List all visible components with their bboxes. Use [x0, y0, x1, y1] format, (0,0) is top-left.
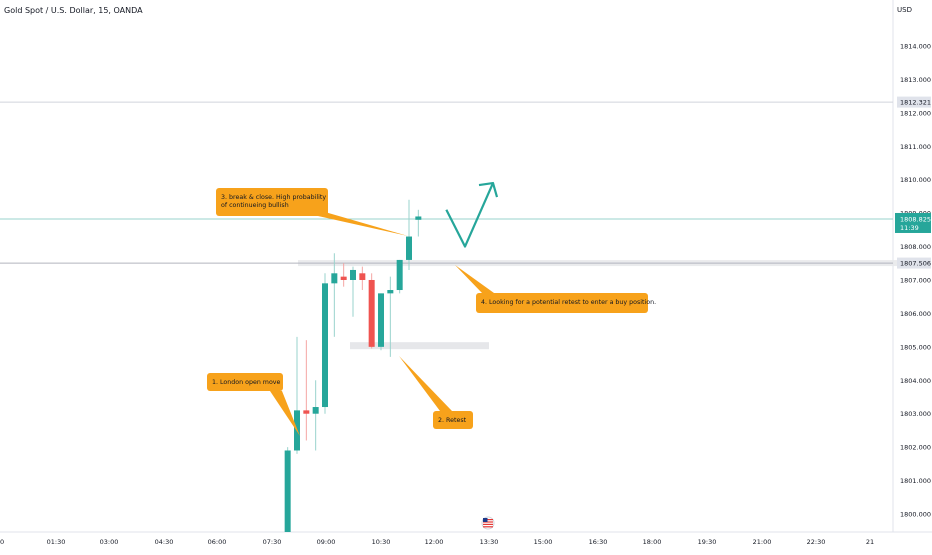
candle-body — [284, 450, 291, 532]
projection-arrow-head — [478, 181, 499, 198]
annotation-text: of continueing bullish — [221, 202, 289, 209]
candle[interactable] — [350, 266, 356, 317]
candle-body — [322, 283, 328, 408]
x-tick-label: 10:30 — [372, 538, 391, 546]
candle[interactable] — [312, 380, 319, 451]
candle[interactable] — [359, 266, 366, 291]
last-price-tag — [895, 212, 931, 233]
y-tick-label: 1810.000 — [900, 176, 931, 184]
y-tick-label: 1800.000 — [900, 511, 931, 519]
x-tick-label: 0 — [0, 538, 4, 546]
annotation-box — [207, 373, 283, 391]
x-tick-label: 13:30 — [480, 538, 499, 546]
candle[interactable] — [294, 336, 300, 454]
countdown-label: 11:39 — [900, 224, 919, 232]
candle-body — [368, 279, 375, 347]
candle-body — [350, 269, 356, 280]
x-tick-label: 01:30 — [47, 538, 66, 546]
annotation-pointer — [270, 391, 300, 436]
x-tick-label: 16:30 — [589, 538, 608, 546]
candle-body — [396, 259, 403, 291]
candle-body — [387, 290, 394, 294]
candle-body — [415, 216, 422, 220]
annotation-text: 1. London open move — [212, 379, 281, 386]
x-tick-label: 04:30 — [155, 538, 174, 546]
candle[interactable] — [322, 273, 328, 414]
x-tick-label: 12:00 — [425, 538, 444, 546]
x-tick-label: 18:00 — [643, 538, 662, 546]
x-tick-label: 15:00 — [534, 538, 553, 546]
x-tick-label: 19:30 — [698, 538, 717, 546]
candle[interactable] — [396, 259, 403, 294]
y-tick-label: 1805.000 — [900, 343, 931, 351]
candle[interactable] — [368, 273, 375, 349]
x-tick-label: 21:00 — [753, 538, 772, 546]
annotation-text: 4. Looking for a potential retest to ent… — [481, 299, 656, 306]
annotation-text: 2. Retest — [438, 417, 467, 424]
annotation-pointer — [455, 265, 494, 293]
y-tick-label: 1803.000 — [900, 410, 931, 418]
candle-body — [331, 273, 338, 284]
annotation-box — [433, 411, 473, 429]
candle-body — [378, 293, 384, 347]
annotation-box — [216, 188, 328, 216]
y-tick-label: 1814.000 — [900, 42, 931, 50]
y-tick-label: 1804.000 — [900, 377, 931, 385]
candle[interactable] — [331, 253, 338, 337]
candle[interactable] — [387, 276, 394, 357]
currency-label: USD — [897, 6, 912, 14]
y-tick-label: 1813.000 — [900, 76, 931, 84]
y-tick-label: 1806.000 — [900, 310, 931, 318]
y-tick-label: 1807.000 — [900, 276, 931, 284]
annotation-pointer — [318, 210, 408, 236]
resistance-price-tag — [897, 96, 931, 108]
candle-body — [312, 407, 319, 414]
y-tick-label: 1808.000 — [900, 243, 931, 251]
candle-body — [340, 276, 347, 280]
chart-title: Gold Spot / U.S. Dollar, 15, OANDA — [4, 6, 143, 15]
support-price-tag — [897, 257, 931, 269]
annotation-note2[interactable]: 2. Retest — [399, 356, 473, 429]
candle[interactable] — [406, 199, 412, 270]
x-tick-label: 09:00 — [317, 538, 336, 546]
y-tick-label: 1812.000 — [900, 109, 931, 117]
candle[interactable] — [303, 340, 310, 441]
x-tick-label: 06:00 — [208, 538, 227, 546]
x-tick-label: 03:00 — [100, 538, 119, 546]
resistance-price-label: 1812.321 — [900, 99, 931, 107]
us-flag-icon[interactable] — [481, 516, 495, 530]
retest-zone[interactable] — [350, 342, 489, 350]
x-tick-label: 22:30 — [807, 538, 826, 546]
annotation-note4[interactable]: 4. Looking for a potential retest to ent… — [455, 265, 656, 313]
y-tick-label: 1801.000 — [900, 477, 931, 485]
projection-arrow[interactable] — [445, 182, 495, 248]
annotation-box — [476, 293, 648, 313]
candle[interactable] — [340, 263, 347, 287]
y-tick-label: 1802.000 — [900, 444, 931, 452]
candle-body — [303, 410, 310, 414]
candle[interactable] — [378, 293, 384, 351]
annotation-pointer — [399, 356, 452, 411]
candle[interactable] — [284, 447, 291, 532]
annotation-text: 3. break & close. High probability — [221, 194, 326, 201]
last-price-label: 1808.825 — [900, 215, 931, 223]
support-price-label: 1807.506 — [900, 260, 931, 268]
candle-body — [359, 273, 366, 280]
annotation-note1[interactable]: 1. London open move — [207, 373, 300, 436]
candle-body — [406, 236, 412, 260]
candle[interactable] — [415, 209, 422, 237]
y-tick-label: 1811.000 — [900, 143, 931, 151]
x-tick-label: 21 — [866, 538, 874, 546]
x-tick-label: 07:30 — [263, 538, 282, 546]
